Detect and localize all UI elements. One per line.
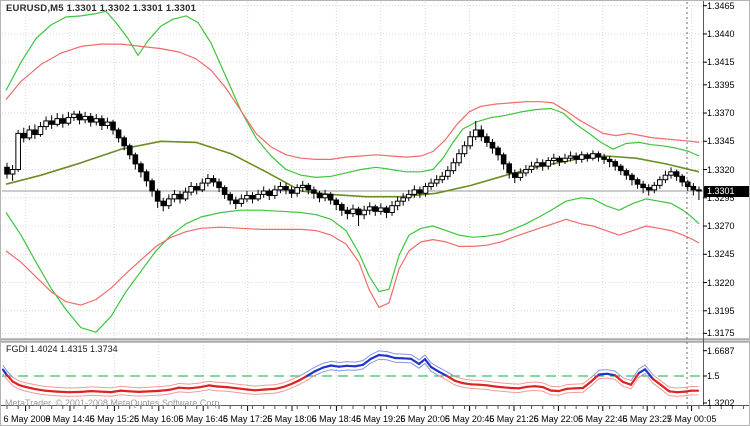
time-axis-label: 6 May 16:05 [134,414,184,424]
indicator-title: FGDI 1.4024 1.4315 1.3734 [6,344,118,354]
time-axis-label: 6 May 20:45 [444,414,495,424]
price-axis-label: 1.3465 [707,1,735,11]
time-axis-label: 6 May 20:05 [400,414,450,424]
time-axis-label: 6 May 19:25 [356,414,406,424]
price-axis-label: 1.3295 [707,192,735,203]
price-axis-label: 1.3175 [707,328,735,339]
price-axis-label: 1.3270 [707,221,735,232]
chart-title: EURUSD,M5 1.3301 1.3302 1.3301 1.3301 [6,3,197,14]
time-axis-label: 6 May 18:45 [311,414,362,424]
time-axis-label: 7 May 00:05 [666,414,717,424]
price-axis-label: 1.3440 [707,28,735,39]
indicator-axis-label: 1.3202 [707,397,735,408]
price-axis-label: 1.3395 [707,79,735,90]
time-axis-label: 6 May 23:25 [622,414,672,424]
price-axis-label: 1.3220 [707,277,735,288]
watermark: MetaTrader, © 2001-2008 MetaQuotes Softw… [5,398,222,408]
time-axis-label: 6 May 21:25 [489,414,539,424]
price-axis-label: 1.3345 [707,136,735,147]
time-axis-label: 6 May 15:25 [89,414,140,424]
price-axis-label: 1.3195 [707,305,735,316]
indicator-axis-label: 1.6687 [707,345,735,356]
price-axis-label: 1.3320 [707,164,735,175]
current-price-badge: 1.3301 [704,185,749,197]
price-axis-label: 1.3370 [707,108,735,119]
time-axis-label: 6 May 14:45 [45,414,95,424]
time-axis-label: 6 May 18:05 [267,414,317,424]
time-axis-label: 6 May 16:45 [178,414,228,424]
indicator-axis-label: 1.5 [707,371,720,381]
time-axis-label: 6 May 2009 [3,414,51,424]
price-axis-label: 1.3415 [707,57,735,68]
time-axis-label: 6 May 22:45 [578,414,628,424]
time-axis-label: 6 May 22:05 [533,414,584,424]
time-axis-label: 6 May 17:25 [222,414,273,424]
price-axis-label: 1.3245 [707,249,735,260]
